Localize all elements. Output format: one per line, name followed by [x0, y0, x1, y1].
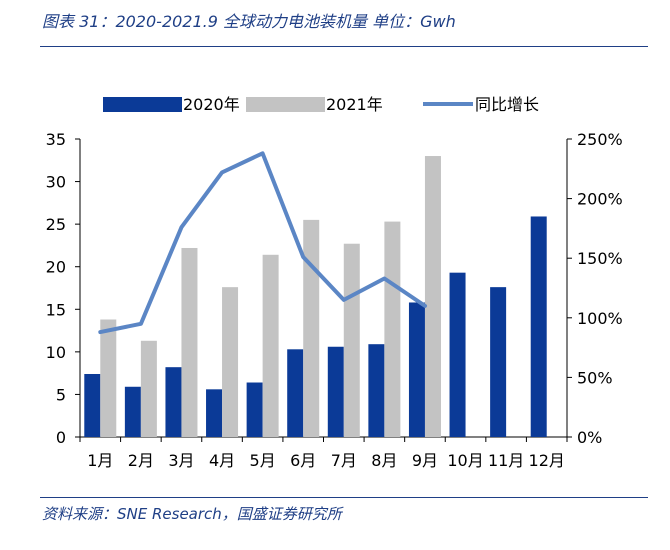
x-tick-label: 10月 — [447, 451, 483, 470]
bar-2021年 — [222, 287, 239, 437]
y-right-tick-label: 50% — [577, 368, 613, 387]
x-tick-label: 11月 — [488, 451, 524, 470]
y-right-tick-label: 0% — [577, 428, 602, 447]
legend-label-2021年: 2021年 — [326, 95, 383, 114]
bar-2021年 — [181, 247, 198, 437]
bar-2020年 — [287, 349, 304, 437]
bar-2020年 — [206, 389, 223, 437]
legend: 2020年 2021年 同比增长 — [103, 95, 539, 114]
x-tick-label: 4月 — [209, 451, 235, 470]
x-tick-label: 3月 — [168, 451, 194, 470]
bar-2021年 — [424, 156, 441, 437]
x-tick-label: 7月 — [331, 451, 357, 470]
bar-2021年 — [262, 254, 279, 437]
bar-2021年 — [140, 340, 157, 437]
x-tick-label: 12月 — [529, 451, 565, 470]
y-right-tick-label: 200% — [577, 190, 623, 209]
x-tick-label: 6月 — [290, 451, 316, 470]
figure-source: 资料来源：SNE Research，国盛证券研究所 — [42, 505, 342, 523]
legend-label-同比增长: 同比增长 — [475, 95, 539, 114]
y-right-tick-label: 100% — [577, 309, 623, 328]
y-left-tick-label: 10 — [46, 343, 66, 362]
bar-2020年 — [246, 382, 263, 437]
x-tick-labels: 1月 2月 3月 4月 5月 6月 7月 8月 9月 10月 11月 12月 — [87, 451, 565, 470]
y-left-tick-label: 5 — [56, 385, 66, 404]
bar-2021年 — [100, 319, 117, 437]
x-tick-label: 1月 — [87, 451, 113, 470]
bar-2021年 — [303, 219, 320, 437]
bar-2020年 — [449, 272, 466, 437]
bar-2020年 — [408, 302, 425, 437]
legend-swatch-2020年 — [103, 97, 182, 112]
y-left-tick-label: 25 — [46, 215, 66, 234]
line-layer — [98, 151, 427, 335]
y-left-tick-label: 20 — [46, 258, 66, 277]
source-divider — [40, 497, 648, 498]
bar-2020年 — [124, 386, 141, 437]
bar-2020年 — [530, 216, 547, 437]
legend-swatch-2021年 — [246, 97, 325, 112]
y-left-tick-label: 0 — [56, 428, 66, 447]
y-right-tick-label: 250% — [577, 130, 623, 149]
title-divider — [40, 46, 648, 47]
bar-2020年 — [490, 287, 507, 437]
bar-2020年 — [368, 344, 385, 437]
bar-2020年 — [327, 346, 344, 437]
x-tick-label: 2月 — [128, 451, 154, 470]
bar-2020年 — [84, 373, 101, 437]
x-tick-label: 5月 — [250, 451, 276, 470]
y-right-tick-label: 150% — [577, 249, 623, 268]
figure-title: 图表 31：2020-2021.9 全球动力电池装机量 单位：Gwh — [42, 12, 456, 31]
x-tick-label: 9月 — [412, 451, 438, 470]
y-left-tick-label: 35 — [46, 130, 66, 149]
x-tick-label: 8月 — [371, 451, 397, 470]
axes: 0 5 10 15 20 25 30 35 0% 50% 100% 150% 200% 250% — [46, 130, 623, 447]
bars-layer — [84, 156, 547, 437]
legend-label-2020年: 2020年 — [183, 95, 240, 114]
y-left-tick-label: 15 — [46, 300, 66, 319]
bar-2021年 — [343, 243, 360, 437]
bar-2020年 — [165, 367, 182, 437]
y-left-tick-label: 30 — [46, 173, 66, 192]
bar-2021年 — [384, 221, 401, 437]
